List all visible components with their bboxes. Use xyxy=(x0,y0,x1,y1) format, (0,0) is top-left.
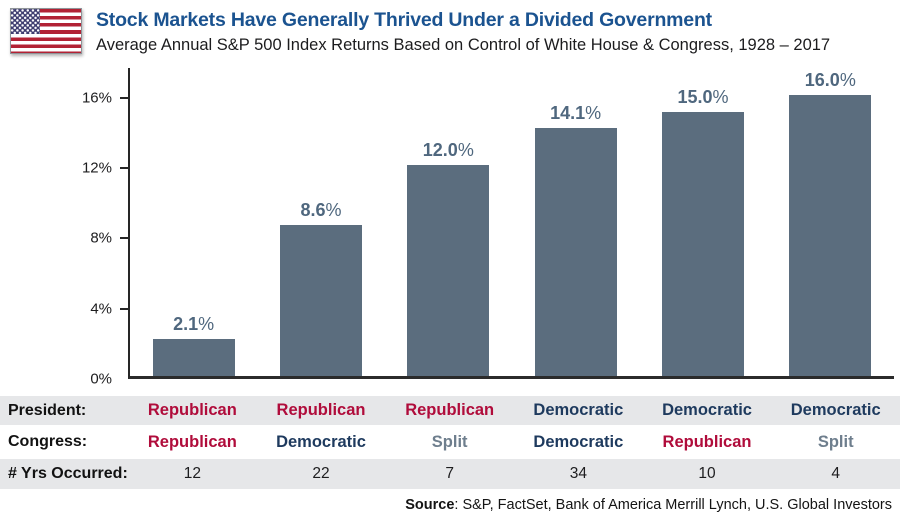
table-cell: 22 xyxy=(312,465,330,482)
bar-column: 12.0% xyxy=(385,68,512,376)
bar-value-label: 12.0% xyxy=(422,140,474,161)
y-axis-tick-mark xyxy=(120,307,128,310)
table-row: # Yrs Occurred: 12 22 7 34 10 4 xyxy=(0,459,900,489)
source-label: Source xyxy=(405,497,455,513)
bar-value-label: 16.0% xyxy=(804,69,856,90)
row-label: President: xyxy=(8,401,87,419)
bar-value-label: 14.1% xyxy=(550,103,602,124)
table-row: President: Republican Republican Republican… xyxy=(0,396,900,425)
bar xyxy=(661,112,744,376)
control-table: President: Republican Republican Republican… xyxy=(0,396,900,489)
table-cell: Republican xyxy=(147,432,237,451)
table-cell: Republican xyxy=(405,401,495,419)
table-cell: Democratic xyxy=(533,401,624,419)
page-subtitle: Average Annual S&P 500 Index Returns Bas… xyxy=(96,36,831,54)
bar-value-label: 2.1% xyxy=(173,314,215,335)
table-cell: Democratic xyxy=(662,401,752,419)
table-cell: Republican xyxy=(276,401,366,419)
bar xyxy=(407,165,490,376)
y-axis-tick-label: 12% xyxy=(81,159,112,177)
table-cell: 34 xyxy=(569,465,587,482)
table-cell: Republican xyxy=(147,401,237,419)
page-title: Stock Markets Have Generally Thrived Und… xyxy=(96,9,712,31)
y-axis: 0% 4% 8% 12% 16% xyxy=(0,68,128,388)
table-cell: 10 xyxy=(698,465,716,482)
bar-column: 8.6% xyxy=(257,68,384,376)
y-axis-tick-mark xyxy=(120,237,128,240)
us-flag-icon xyxy=(10,8,82,54)
bar-value-label: 8.6% xyxy=(300,199,342,220)
flag-canton xyxy=(11,9,40,34)
header: Stock Markets Have Generally Thrived Und… xyxy=(10,8,830,55)
y-axis-tick-label: 8% xyxy=(90,229,112,247)
y-axis-tick-mark xyxy=(120,96,128,99)
bar xyxy=(152,339,235,376)
y-axis-tick-label: 0% xyxy=(90,370,112,388)
row-label: Congress: xyxy=(8,433,88,450)
y-axis-tick-label: 16% xyxy=(81,89,112,107)
bar-column: 15.0% xyxy=(639,68,766,376)
source-line: Source: S&P, FactSet, Bank of America Me… xyxy=(405,497,892,513)
table-cell: 12 xyxy=(183,465,201,482)
y-axis-tick-label: 4% xyxy=(90,300,112,318)
table-cell: Split xyxy=(817,432,854,451)
row-label: # Yrs Occurred: xyxy=(8,465,128,482)
bar xyxy=(279,224,362,376)
table-cell: 7 xyxy=(445,465,454,482)
bar-column: 2.1% xyxy=(130,68,257,376)
table-cell: Democratic xyxy=(790,401,881,419)
bar-value-label: 15.0% xyxy=(677,87,729,108)
bar xyxy=(789,94,872,376)
title-block: Stock Markets Have Generally Thrived Und… xyxy=(96,8,830,55)
table-row: Congress: Republican Democratic Split Democr… xyxy=(0,425,900,459)
plot-area: 2.1% 8.6% 12.0% 14.1% 15.0% 16.0% xyxy=(128,68,894,379)
source-text: : S&P, FactSet, Bank of America Merrill … xyxy=(454,497,892,513)
table-cell: Democratic xyxy=(276,432,366,451)
bar-column: 16.0% xyxy=(767,68,894,376)
table-cell: 4 xyxy=(831,465,840,482)
table-cell: Democratic xyxy=(533,432,624,451)
bar-column: 14.1% xyxy=(512,68,639,376)
bar xyxy=(534,128,617,376)
y-axis-tick-mark xyxy=(120,167,128,170)
table-cell: Split xyxy=(431,432,468,451)
table-cell: Republican xyxy=(662,432,752,451)
